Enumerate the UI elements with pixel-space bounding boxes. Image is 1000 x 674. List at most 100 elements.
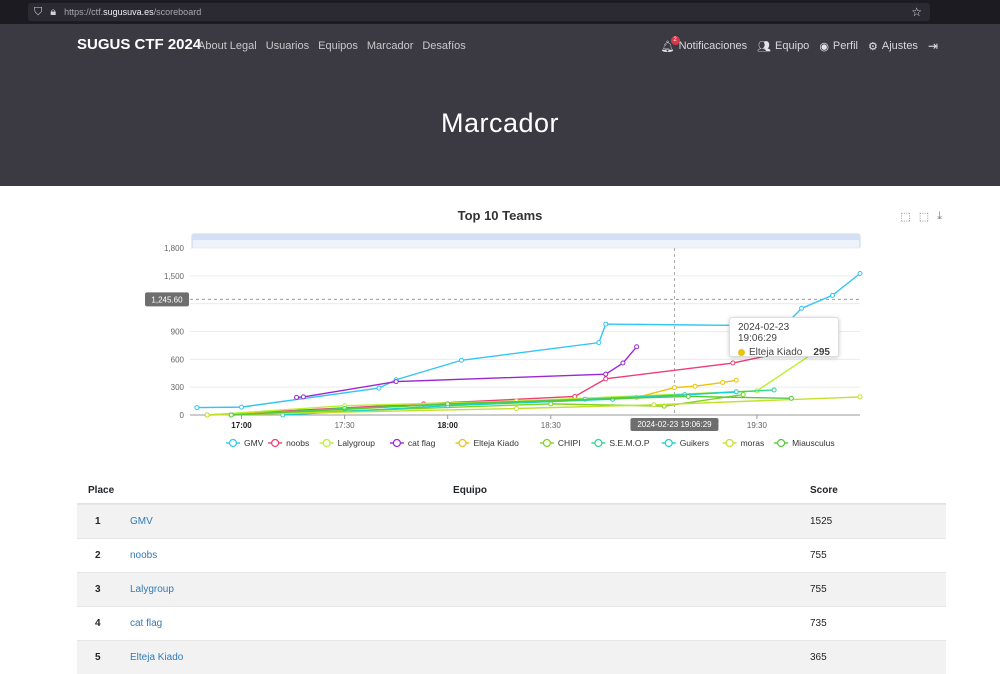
notifications-link[interactable]: 🔔︎ 2 Notificaciones — [661, 35, 747, 53]
legend-label: Miausculus — [792, 438, 835, 448]
legend-label: cat flag — [408, 438, 436, 448]
team-link[interactable]: 👥︎ Equipo — [757, 40, 809, 53]
table-row: 3 Lalygroup 755 — [77, 572, 946, 606]
data-point — [771, 387, 777, 393]
row-score: 365 — [810, 652, 827, 663]
download-icon[interactable]: ⤓ — [937, 210, 942, 222]
data-point — [596, 340, 602, 346]
nav-link-about[interactable]: About Legal — [198, 40, 257, 52]
series-line — [207, 344, 819, 416]
table-row: 4 cat flag 735 — [77, 606, 946, 640]
data-point — [228, 412, 234, 418]
data-point — [692, 383, 698, 389]
legend-label: noobs — [286, 438, 309, 448]
y-tick-label: 1,800 — [164, 244, 185, 253]
data-point — [857, 271, 863, 277]
data-point — [458, 357, 464, 363]
users-icon: 👥︎ — [757, 40, 772, 53]
data-point — [239, 404, 245, 410]
data-point — [294, 394, 300, 400]
profile-link[interactable]: ◉ Perfil — [819, 40, 858, 53]
header-team: Equipo — [453, 485, 487, 496]
y-tick-label: 600 — [171, 355, 185, 364]
zoom-reset-icon[interactable]: ⬚ — [918, 211, 930, 223]
notifications-badge: 2 — [670, 35, 680, 45]
data-point — [445, 401, 451, 407]
profile-label: Perfil — [832, 40, 858, 52]
scoreboard-chart[interactable]: Top 10 Teams ⬚ ⬚ ⤓ — [0, 186, 1000, 476]
x-pointer-label: 2024-02-23 19:06:29 — [637, 420, 712, 429]
row-team-link[interactable]: noobs — [130, 550, 158, 561]
row-score: 755 — [810, 584, 827, 595]
row-team-link[interactable]: Elteja Kiado — [130, 652, 184, 663]
y-tick-label: 0 — [180, 411, 185, 420]
x-tick-label: 19:30 — [747, 421, 768, 430]
legend-swatch-dot — [228, 438, 238, 448]
data-point — [730, 360, 736, 366]
data-point — [740, 392, 746, 398]
data-point — [733, 377, 739, 383]
shield-icon[interactable]: ⛉ — [34, 5, 43, 18]
chart-toolbox: ⬚ ⬚ ⤓ — [900, 210, 942, 223]
tooltip-series-dot — [738, 349, 745, 356]
data-point — [685, 393, 691, 399]
series-line — [282, 391, 737, 416]
bookmark-star-icon[interactable]: ☆ — [911, 5, 922, 19]
y-pointer-label: 1,245.60 — [151, 295, 183, 304]
legend-swatch-dot — [392, 438, 401, 448]
data-point — [634, 344, 640, 350]
row-team-link[interactable]: GMV — [130, 516, 153, 527]
browser-toolbar: ⛉ 🔒︎ https://ctf.sugusuva.es/scoreboard … — [0, 0, 1000, 24]
x-tick-label: 18:30 — [541, 421, 562, 430]
table-row: 1 GMV 1525 — [77, 504, 946, 538]
tooltip-date: 2024-02-23 19:06:29 — [738, 322, 790, 344]
nav-link-teams[interactable]: Equipos — [318, 40, 358, 52]
url-text[interactable]: https://ctf.sugusuva.es/scoreboard — [64, 7, 202, 17]
data-point — [194, 405, 200, 411]
data-point — [376, 385, 382, 391]
row-score: 1525 — [810, 516, 833, 527]
series-line — [207, 396, 861, 416]
brand-link[interactable]: SUGUS CTF 2024 — [77, 36, 202, 53]
nav-link-users[interactable]: Usuarios — [265, 40, 310, 52]
tooltip-value: 295 — [813, 347, 830, 358]
x-pointer-box — [630, 418, 719, 431]
chart-canvas[interactable]: 0 300 600 900 1,500 1,800 17:00 17:30 18:00 18:30… — [0, 0, 1000, 476]
row-score: 735 — [810, 618, 827, 629]
legend-swatch-dot — [542, 438, 552, 448]
header-place: Place — [88, 485, 115, 496]
legend-swatch-dot — [271, 438, 280, 448]
chart-title: Top 10 Teams — [457, 208, 543, 223]
row-team-link[interactable]: cat flag — [130, 618, 163, 629]
url-bar[interactable]: ⛉ 🔒︎ https://ctf.sugusuva.es/scoreboard … — [28, 3, 930, 21]
data-point — [788, 395, 794, 401]
site-header: SUGUS CTF 2024 About Legal Usuarios Equi… — [0, 24, 1000, 186]
data-point — [671, 385, 677, 391]
data-point — [603, 321, 609, 327]
nav-link-scoreboard[interactable]: Marcador — [366, 40, 414, 52]
row-score: 755 — [810, 550, 827, 561]
data-point — [857, 394, 863, 400]
row-place: 2 — [95, 550, 101, 561]
nav-links: About Legal Usuarios Equipos Marcador De… — [198, 40, 466, 52]
x-tick-label: 18:00 — [437, 421, 458, 430]
zoom-icon[interactable]: ⬚ — [900, 211, 911, 223]
legend-swatch-dot — [664, 438, 673, 448]
nav-link-challenges[interactable]: Desafíos — [422, 40, 466, 52]
data-point — [548, 401, 554, 407]
data-point — [720, 380, 726, 386]
row-team-link[interactable]: Lalygroup — [130, 584, 174, 595]
table-header: Place Equipo Score — [77, 478, 946, 504]
legend-label: Guikers — [680, 438, 709, 448]
table-row: 2 noobs 755 — [77, 538, 946, 572]
series-line — [231, 395, 792, 416]
tooltip-team: Elteja Kiado — [749, 347, 803, 358]
data-point — [300, 394, 306, 400]
row-place: 1 — [95, 516, 101, 527]
data-point — [393, 379, 399, 385]
logout-icon[interactable]: ⇥ — [927, 39, 938, 53]
table-row: 5 Elteja Kiado 365 — [77, 640, 946, 674]
settings-link[interactable]: ⚙ Ajustes — [868, 40, 918, 53]
y-tick-label: 900 — [171, 328, 185, 337]
cogs-icon: ⚙ — [867, 40, 878, 53]
